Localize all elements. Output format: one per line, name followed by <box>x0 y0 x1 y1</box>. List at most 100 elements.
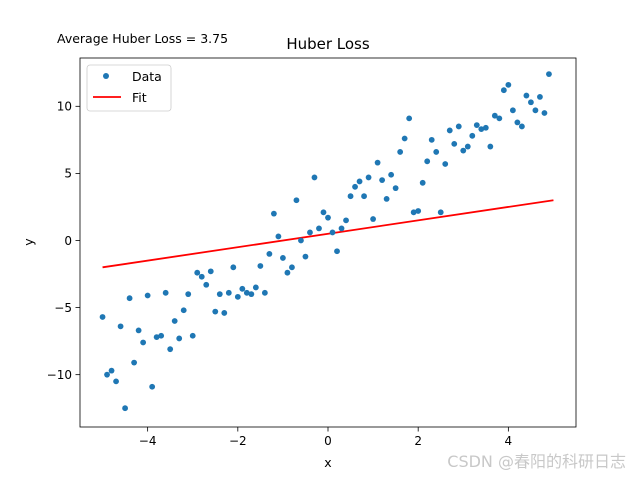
data-point <box>388 171 395 178</box>
data-point <box>361 193 367 200</box>
data-point <box>270 210 277 217</box>
data-point <box>469 132 476 139</box>
data-point <box>505 81 512 88</box>
data-point <box>374 159 381 166</box>
data-point <box>113 378 119 385</box>
data-point <box>257 263 264 269</box>
data-point <box>428 136 435 143</box>
data-point <box>153 334 160 340</box>
data-point <box>356 178 363 185</box>
x-axis-ticks: −4 −2 0 2 4 <box>139 427 512 448</box>
y-tick-label: 10 <box>57 100 72 114</box>
data-point <box>234 293 241 300</box>
data-point <box>293 197 300 204</box>
data-point <box>252 284 259 291</box>
data-point <box>99 314 106 320</box>
plot-frame <box>79 57 577 428</box>
data-point <box>451 140 458 147</box>
data-point <box>239 285 246 292</box>
data-point <box>401 135 408 142</box>
avg-loss-annotation: Average Huber Loss = 3.75 <box>57 31 228 46</box>
data-point <box>320 209 327 216</box>
data-point <box>122 405 128 412</box>
y-tick-label: −5 <box>54 301 72 315</box>
y-axis-ticks: −10 −5 0 5 10 <box>47 100 80 382</box>
data-point <box>442 161 449 167</box>
data-point <box>216 291 223 298</box>
data-point <box>541 110 548 116</box>
data-point <box>478 126 485 133</box>
data-point <box>419 179 426 186</box>
data-point <box>135 327 142 334</box>
x-tick-label: 4 <box>505 434 513 448</box>
data-point <box>185 291 192 298</box>
watermark: CSDN @春阳的科研日志 <box>447 452 626 471</box>
data-point <box>194 269 201 276</box>
data-point <box>275 233 282 240</box>
data-point <box>482 124 489 131</box>
data-point <box>518 123 525 130</box>
data-point <box>487 143 494 150</box>
data-point <box>311 174 318 181</box>
data-point <box>198 273 205 280</box>
data-point <box>352 183 358 190</box>
data-point <box>370 216 376 222</box>
data-point <box>176 335 183 342</box>
data-point <box>284 269 291 276</box>
y-tick-label: 0 <box>64 234 72 248</box>
data-point <box>149 383 156 390</box>
data-point <box>379 177 386 184</box>
data-point <box>500 87 507 94</box>
data-point <box>433 149 440 155</box>
data-point <box>460 147 467 154</box>
data-point <box>325 214 331 221</box>
fit-layer <box>102 199 554 269</box>
data-point <box>523 92 530 99</box>
data-point <box>514 119 521 126</box>
data-point <box>424 158 431 165</box>
data-point <box>316 225 322 232</box>
data-point <box>365 174 372 181</box>
data-point <box>410 209 417 216</box>
data-point <box>509 107 516 114</box>
data-point <box>108 367 115 374</box>
data-point <box>261 289 268 296</box>
data-point <box>343 217 349 224</box>
data-point <box>496 115 503 122</box>
data-point <box>334 248 340 255</box>
legend: Data Fit <box>86 64 172 112</box>
data-point <box>212 308 219 315</box>
data-point <box>437 209 444 216</box>
data-point <box>298 237 304 244</box>
scatter-points <box>99 71 552 412</box>
x-tick-label: −2 <box>229 434 247 448</box>
data-point <box>473 122 480 128</box>
data-point <box>528 99 534 106</box>
data-point <box>280 255 286 261</box>
data-point <box>491 112 498 119</box>
data-point <box>221 310 228 316</box>
data-point <box>329 229 336 236</box>
data-point <box>289 264 295 271</box>
x-tick-label: 0 <box>324 434 332 448</box>
data-point <box>131 359 138 366</box>
x-tick-label: 2 <box>414 434 422 448</box>
data-point <box>203 281 210 288</box>
data-point <box>167 346 174 353</box>
data-point <box>243 289 250 296</box>
data-point <box>171 318 178 324</box>
x-axis-label: x <box>324 455 331 470</box>
data-point <box>464 143 471 150</box>
data-point <box>117 323 124 330</box>
data-point <box>104 371 110 378</box>
data-point <box>266 251 273 257</box>
data-point <box>307 229 313 236</box>
data-point <box>397 149 404 155</box>
data-point <box>455 123 462 130</box>
data-point <box>446 127 453 134</box>
chart-title: Huber Loss <box>286 35 370 53</box>
data-point <box>537 94 543 100</box>
data-point <box>248 291 255 298</box>
data-point <box>126 295 133 302</box>
